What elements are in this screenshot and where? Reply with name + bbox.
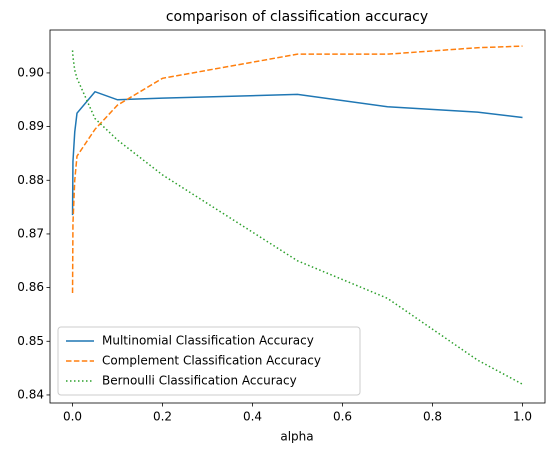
series-line: [71, 90, 523, 216]
x-tick-label: 0.4: [243, 410, 262, 424]
x-tick-label: 0.2: [153, 410, 172, 424]
y-tick-label: 0.88: [17, 173, 44, 187]
y-tick-label: 0.87: [17, 226, 44, 240]
x-tick-label: 0.0: [63, 410, 82, 424]
legend: Multinomial Classification Accuracy Compl…: [57, 326, 361, 396]
y-tick-label: 0.89: [17, 119, 44, 133]
legend-label: Multinomial Classification Accuracy: [102, 334, 314, 348]
legend-label: Bernoulli Classification Accuracy: [102, 374, 297, 388]
plot-frame: [49, 29, 546, 404]
y-tick-label: 0.85: [17, 334, 44, 348]
legend-box: [57, 326, 361, 396]
x-axis-label: alpha: [280, 430, 313, 444]
legend-label: Complement Classification Accuracy: [102, 354, 321, 368]
x-tick-label: 0.6: [333, 410, 352, 424]
x-tick-label: 0.8: [423, 410, 442, 424]
y-tick-label: 0.84: [17, 387, 44, 401]
series-line: [71, 45, 523, 293]
y-tick-label: 0.90: [17, 65, 44, 79]
x-tick-label: 1.0: [513, 410, 532, 424]
chart-title: comparison of classification accuracy: [166, 9, 428, 25]
y-tick-label: 0.86: [17, 280, 44, 294]
